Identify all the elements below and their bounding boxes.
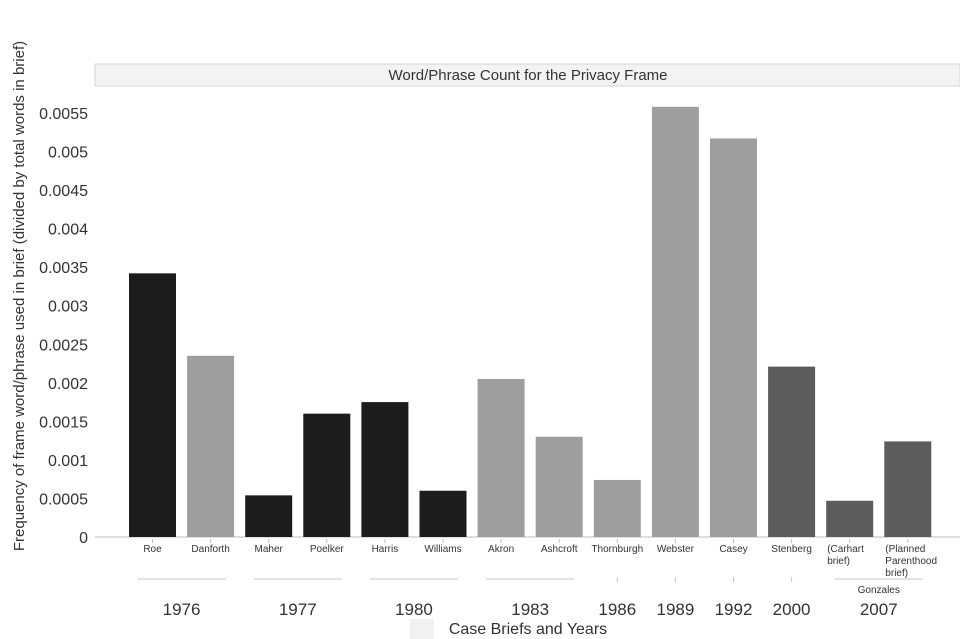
y-tick-label: 0.003 bbox=[48, 299, 88, 316]
bar bbox=[187, 355, 235, 537]
x-case-label: Stenberg bbox=[771, 544, 812, 555]
bar bbox=[535, 436, 583, 537]
y-tick-label: 0.004 bbox=[48, 222, 88, 239]
y-tick-label: 0.0005 bbox=[39, 491, 88, 508]
x-case-label: (Carhart bbox=[827, 544, 864, 555]
bar bbox=[245, 495, 293, 537]
x-case-label: Akron bbox=[488, 544, 514, 555]
year-label: 2000 bbox=[773, 600, 811, 619]
x-case-label: Poelker bbox=[310, 544, 345, 555]
bar bbox=[710, 138, 757, 537]
year-label: 2007 bbox=[860, 600, 898, 619]
y-tick-label: 0.0015 bbox=[39, 414, 88, 431]
bars-group bbox=[129, 106, 932, 538]
year-label: 1986 bbox=[598, 600, 636, 619]
x-case-label: (Planned bbox=[885, 544, 925, 555]
y-axis-ticks: 0 0.0005 0.001 0.0015 0.002 0.0025 0.003 0.0035… bbox=[39, 106, 88, 547]
bar bbox=[419, 490, 467, 537]
y-tick-label: 0.0055 bbox=[39, 106, 88, 123]
bar bbox=[477, 378, 525, 537]
y-tick-label: 0.001 bbox=[48, 453, 88, 470]
y-tick-label: 0.0045 bbox=[39, 183, 88, 200]
x-case-label: Thornburgh bbox=[591, 544, 643, 555]
y-tick-label: 0 bbox=[79, 530, 88, 547]
year-label: 1989 bbox=[656, 600, 694, 619]
y-tick-label: 0.005 bbox=[48, 145, 88, 162]
x-axis-label: Case Briefs and Years bbox=[449, 621, 607, 638]
year-group-sublabel: Gonzales bbox=[858, 585, 900, 596]
x-case-label: Webster bbox=[657, 544, 695, 555]
year-label: 1977 bbox=[279, 600, 317, 619]
year-label: 1976 bbox=[163, 600, 201, 619]
x-case-label: Danforth bbox=[191, 544, 229, 555]
x-case-label: Casey bbox=[719, 544, 747, 555]
year-label: 1980 bbox=[395, 600, 433, 619]
bar bbox=[593, 479, 641, 537]
year-label: 1992 bbox=[715, 600, 753, 619]
y-tick-label: 0.002 bbox=[48, 376, 88, 393]
bar bbox=[768, 366, 816, 537]
chart-title: Word/Phrase Count for the Privacy Frame bbox=[389, 67, 668, 84]
x-case-label: brief) bbox=[827, 556, 850, 567]
y-tick-label: 0.0025 bbox=[39, 337, 88, 354]
bar bbox=[129, 273, 176, 537]
bar bbox=[826, 500, 874, 537]
bar bbox=[361, 402, 409, 537]
bar bbox=[884, 441, 932, 537]
x-case-label: Parenthood bbox=[885, 556, 937, 567]
x-case-label: Maher bbox=[255, 544, 284, 555]
year-label: 1983 bbox=[511, 600, 549, 619]
x-case-label: Harris bbox=[372, 544, 399, 555]
x-case-labels: Roe Danforth Maher Poelker Harris Williams Akr… bbox=[143, 539, 937, 579]
x-case-label: Roe bbox=[143, 544, 162, 555]
x-case-label: Ashcroft bbox=[541, 544, 578, 555]
y-axis-label: Frequency of frame word/phrase used in b… bbox=[11, 41, 28, 551]
y-tick-label: 0.0035 bbox=[39, 260, 88, 277]
x-axis-label-background bbox=[410, 619, 434, 639]
bar bbox=[651, 106, 699, 538]
bar bbox=[303, 413, 351, 537]
title-strip bbox=[94, 63, 960, 87]
x-case-label: Williams bbox=[424, 544, 461, 555]
x-case-label: brief) bbox=[885, 568, 908, 579]
x-year-labels: 1976 1977 1980 1983 1986 1989 1992 2000 Gonzales… bbox=[137, 577, 923, 619]
